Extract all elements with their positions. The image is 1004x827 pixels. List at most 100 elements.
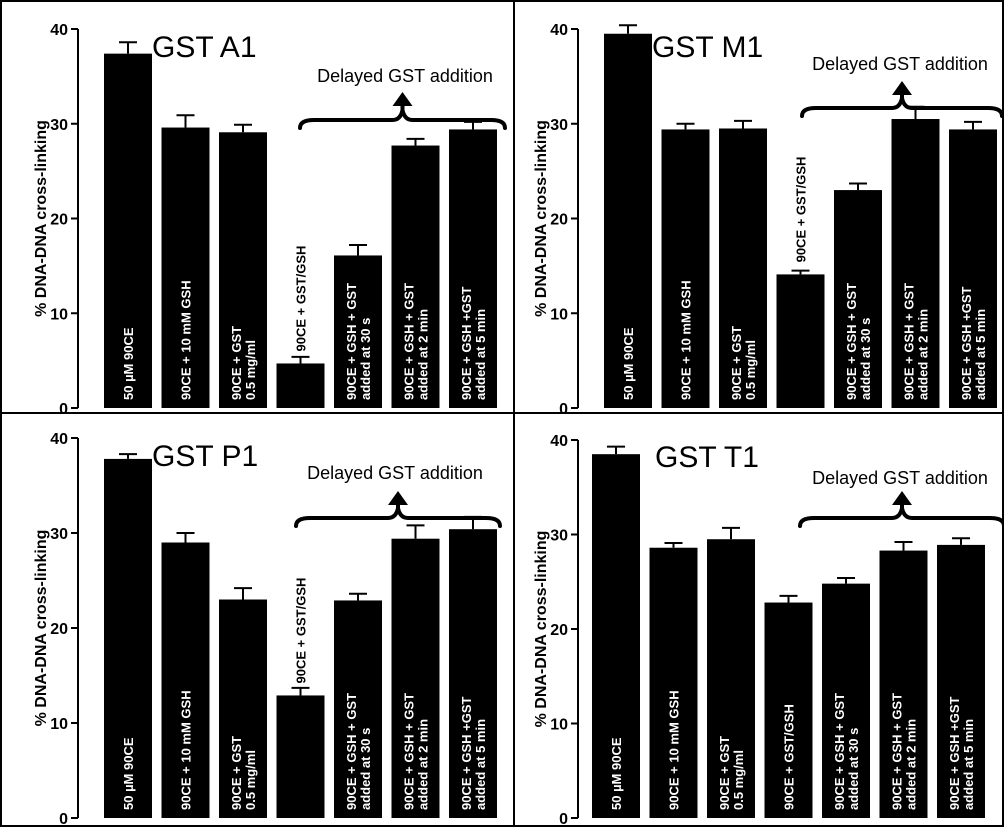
bar-label: 50 µM 90CE	[621, 327, 636, 400]
bar-label: 90CE + GST/GSH	[782, 704, 797, 810]
bracket-arrowhead	[388, 491, 408, 505]
bar	[879, 550, 928, 818]
bar-label: 90CE + GSH +GST	[459, 287, 474, 400]
bar	[592, 454, 640, 818]
bar-label: added at 5 min	[973, 309, 988, 400]
bar	[834, 190, 882, 408]
bar-label: 50 µM 90CE	[121, 737, 136, 810]
bar-label: 90CE + GSH + GST	[890, 693, 905, 810]
bar-label: 90CE + GST	[229, 736, 244, 810]
bar	[891, 119, 940, 408]
bar	[649, 547, 698, 818]
bar	[949, 129, 997, 408]
bar-label: 90CE + GST/GSH	[794, 157, 809, 263]
chart-panel-2: 0 10 20 30 40 % DNA-DNA cross-linking GST M1 De…	[533, 22, 1004, 418]
y-tick-label: 20	[550, 622, 568, 639]
bracket	[800, 97, 1004, 118]
bar-label: added at 5 min	[473, 719, 488, 810]
y-tick-label: 40	[550, 433, 568, 450]
bar-label: added at 30 s	[358, 318, 373, 400]
bar-label: added at 2 min	[416, 719, 431, 810]
bar	[707, 539, 755, 818]
bar	[764, 602, 813, 818]
bar-label: 0.5 mg/ml	[731, 750, 746, 810]
bar	[334, 255, 382, 408]
bar-label: 90CE + GSH + GST	[344, 283, 359, 400]
bar-label: added at 30 s	[846, 728, 861, 810]
bar	[276, 695, 325, 818]
bar-label: added at 30 s	[858, 318, 873, 400]
delayed-addition-annotation: Delayed GST addition	[307, 463, 483, 483]
bar-label: 50 µM 90CE	[121, 327, 136, 400]
y-tick-label: 10	[550, 717, 568, 734]
y-tick-label: 0	[559, 811, 568, 827]
bar-label: 90CE + GSH + GST	[902, 283, 917, 400]
bar-label: 90CE + GSH + GST	[402, 283, 417, 400]
y-tick-label: 20	[50, 212, 68, 229]
chart-panel-1: 0 10 20 30 40 % DNA-DNA cross-linking GST A1 De…	[33, 22, 507, 418]
chart-title: GST M1	[652, 31, 763, 64]
bar	[719, 128, 767, 409]
y-tick-label: 20	[50, 621, 68, 638]
y-axis-label: % DNA-DNA cross-linking	[533, 531, 550, 728]
bar	[604, 33, 652, 409]
delayed-addition-annotation: Delayed GST addition	[812, 468, 988, 488]
bar	[219, 132, 267, 408]
bar-label: added at 2 min	[904, 719, 919, 810]
chart-title: GST P1	[152, 440, 258, 473]
bar-label: 90CE + GST/GSH	[294, 246, 309, 352]
y-tick-label: 40	[550, 22, 568, 39]
chart-title: GST T1	[655, 441, 759, 474]
bar	[822, 583, 870, 818]
bracket-arrowhead	[892, 81, 912, 95]
bar-label: 0.5 mg/ml	[243, 340, 258, 400]
bar	[776, 274, 825, 408]
bar-label: 90CE + GSH + GST	[344, 693, 359, 810]
bracket-arrowhead	[892, 491, 912, 505]
y-tick-label: 10	[550, 306, 568, 323]
bar-label: 90CE + GSH +GST	[959, 287, 974, 400]
bar	[219, 599, 267, 818]
bracket	[798, 507, 1004, 528]
bar	[937, 544, 985, 818]
bar-label: added at 5 min	[961, 719, 976, 810]
y-tick-label: 0	[59, 401, 68, 418]
y-tick-label: 0	[59, 811, 68, 827]
y-tick-label: 0	[559, 401, 568, 418]
bracket-arrowhead	[392, 92, 413, 106]
bar-label: 0.5 mg/ml	[743, 340, 758, 400]
bar-label: 0.5 mg/ml	[243, 750, 258, 810]
bar	[161, 542, 210, 818]
chart-title: GST A1	[152, 31, 257, 64]
bar-label: added at 2 min	[916, 309, 931, 400]
chart-panel-3: 0 10 20 30 40 % DNA-DNA cross-linking GST P1 De…	[33, 431, 502, 827]
bar-label: 50 µM 90CE	[609, 737, 624, 810]
delayed-addition-annotation: Delayed GST addition	[812, 54, 988, 74]
bar-label: 90CE + 10 mM GSH	[179, 690, 194, 810]
delayed-addition-annotation: Delayed GST addition	[317, 66, 493, 86]
bar-label: added at 5 min	[473, 309, 488, 400]
y-tick-label: 10	[50, 306, 68, 323]
bar	[391, 145, 440, 409]
y-tick-label: 30	[50, 117, 68, 134]
bar	[104, 53, 152, 408]
bar	[276, 363, 325, 408]
bar-label: 90CE + GST	[717, 736, 732, 810]
bar-label: 90CE + GST/GSH	[294, 578, 309, 684]
bracket	[298, 109, 507, 130]
bar	[334, 600, 382, 818]
y-tick-label: 30	[550, 528, 568, 545]
bar-label: 90CE + GSH +GST	[947, 697, 962, 810]
bar-label: 90CE + GSH + GST	[402, 693, 417, 810]
bar-label: 90CE + GSH +GST	[459, 697, 474, 810]
bar	[449, 529, 497, 818]
bar-label: 90CE + GST	[729, 326, 744, 400]
bar	[661, 129, 710, 408]
bar-label: 90CE + 10 mM GSH	[179, 280, 194, 400]
bar-label: 90CE + GST	[229, 326, 244, 400]
bar	[449, 129, 497, 408]
chart-panel-4: 0 10 20 30 40 % DNA-DNA cross-linking GST T1 De…	[533, 433, 1004, 827]
y-tick-label: 20	[550, 212, 568, 229]
y-axis-label: % DNA-DNA cross-linking	[533, 120, 550, 317]
